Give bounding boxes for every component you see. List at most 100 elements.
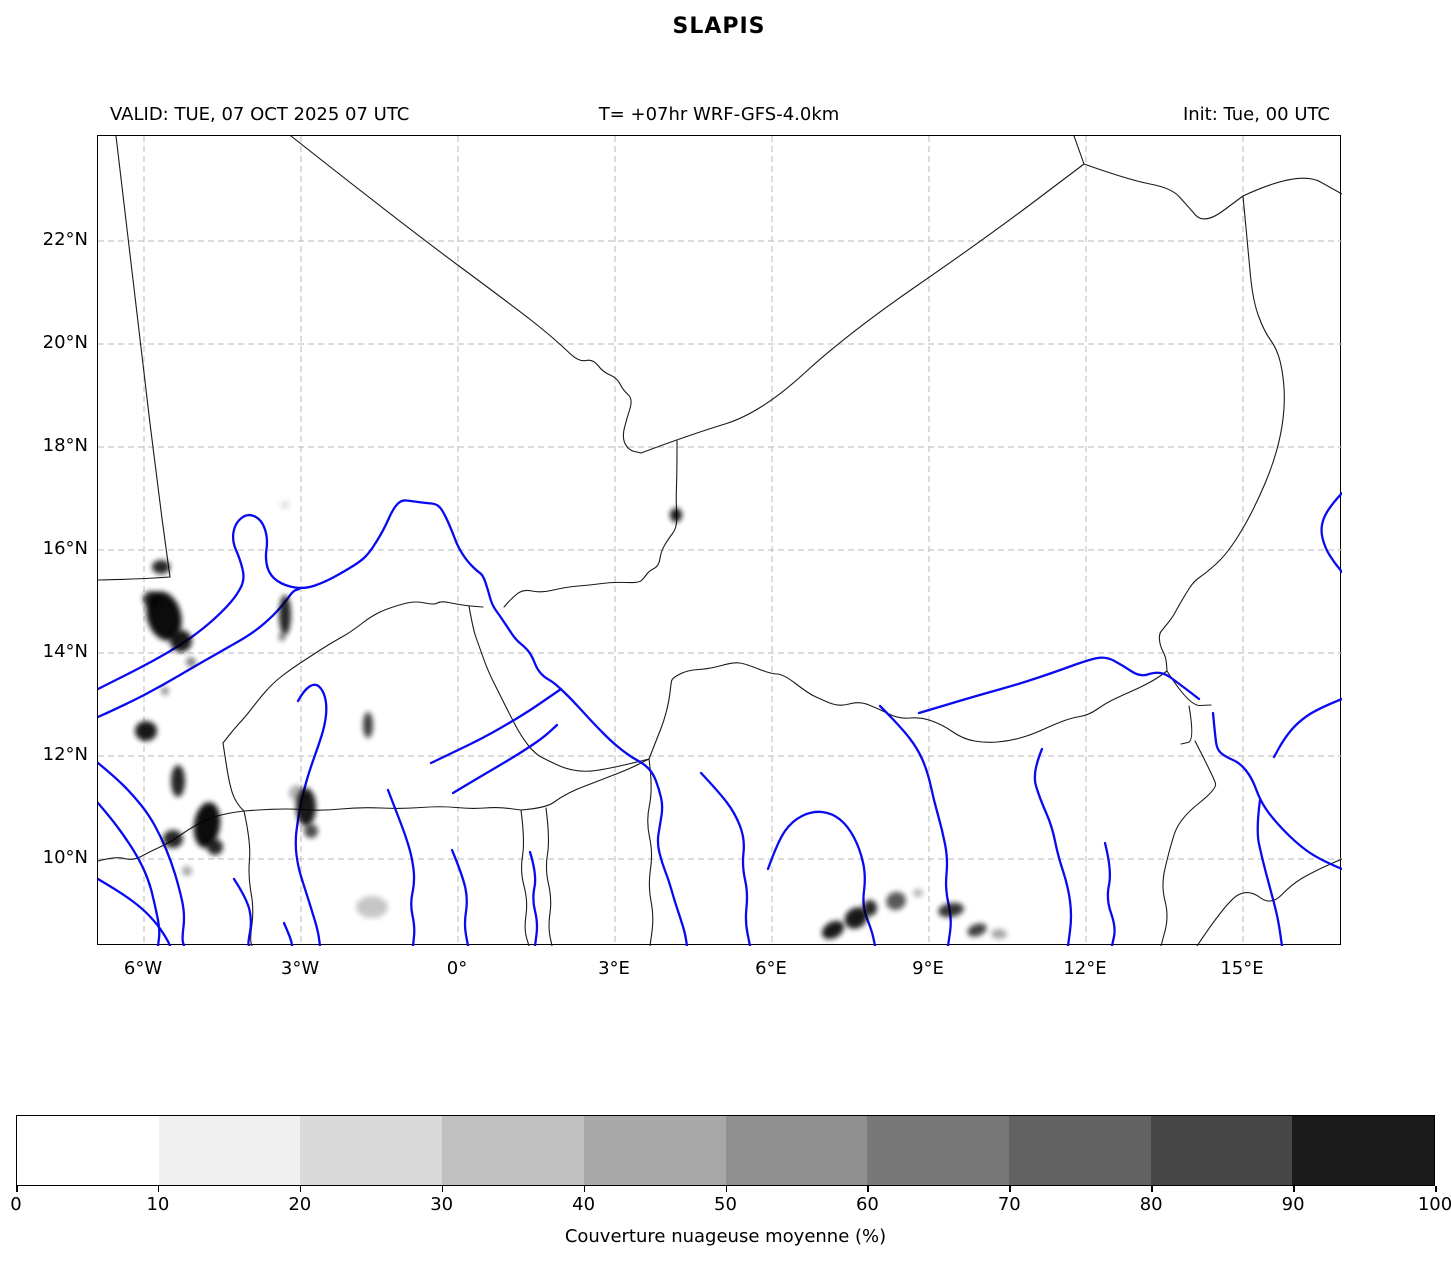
cloud-cover-blob <box>289 785 305 801</box>
cloud-cover-blob <box>304 824 318 838</box>
y-tick-label: 16°N <box>42 538 88 559</box>
map-area <box>97 135 1342 946</box>
x-tick-label: 3°E <box>598 958 630 979</box>
country-border <box>1083 163 1244 220</box>
colorbar <box>16 1115 1435 1186</box>
country-border <box>503 440 678 608</box>
country-border <box>1073 136 1085 165</box>
cloud-cover-blob <box>279 633 285 641</box>
y-tick-label: 14°N <box>42 641 88 662</box>
river <box>917 656 1201 715</box>
y-tick-label: 12°N <box>42 744 88 765</box>
cloud-cover-blob <box>967 923 987 937</box>
cloud-cover-blob <box>186 657 196 667</box>
cloud-cover-blob <box>821 920 845 940</box>
x-tick-label: 0° <box>446 958 468 979</box>
map-canvas <box>98 136 1342 946</box>
y-tick-label: 20°N <box>42 332 88 353</box>
colorbar-tick-label: 40 <box>572 1194 596 1215</box>
cloud-cover-blob <box>886 891 906 911</box>
cloud-cover-blob <box>161 687 169 695</box>
country-border <box>1196 858 1342 946</box>
country-border <box>222 742 245 812</box>
cloud-cover-blob <box>143 591 159 607</box>
river <box>1211 711 1342 871</box>
x-tick-label: 3°W <box>280 958 320 979</box>
colorbar-segment <box>17 1116 159 1185</box>
colorbar-axis-label: Couverture nuageuse moyenne (%) <box>564 1226 887 1247</box>
cloud-cover-blob <box>363 712 373 738</box>
country-border <box>648 662 1168 760</box>
x-tick-label: 6°W <box>123 958 163 979</box>
x-tick-label: 12°E <box>1063 958 1107 979</box>
colorbar-tick-label: 70 <box>997 1194 1021 1215</box>
country-border <box>520 809 530 946</box>
river <box>450 848 470 946</box>
colorbar-tickmark <box>583 1186 586 1192</box>
x-tick-label: 6°E <box>755 958 787 979</box>
cloud-cover-blob <box>279 595 291 635</box>
country-border <box>290 136 642 454</box>
y-tick-label: 22°N <box>42 229 88 250</box>
colorbar-tickmark <box>157 1186 160 1192</box>
colorbar-segment <box>1292 1116 1435 1185</box>
colorbar-tickmark <box>441 1186 444 1192</box>
country-border <box>243 806 522 812</box>
river <box>1103 841 1116 946</box>
country-border <box>1242 177 1342 197</box>
x-tick-label: 15°E <box>1220 958 1264 979</box>
country-border <box>1160 740 1217 946</box>
country-border <box>98 576 171 581</box>
x-tick-label: 9°E <box>912 958 944 979</box>
river <box>98 801 161 946</box>
cloud-cover-blob <box>670 508 682 522</box>
colorbar-segment <box>300 1116 443 1185</box>
colorbar-tick-label: 90 <box>1281 1194 1305 1215</box>
cloud-cover-blob <box>170 630 192 652</box>
cloud-cover-blob <box>135 721 157 741</box>
colorbar-tickmark <box>1151 1186 1153 1192</box>
country-border <box>468 605 650 772</box>
colorbar-segment <box>1150 1116 1293 1185</box>
cloud-cover-blob <box>863 900 877 916</box>
river <box>1033 747 1073 946</box>
colorbar-tick-label: 60 <box>855 1194 879 1215</box>
river <box>232 877 253 946</box>
colorbar-segment <box>583 1116 726 1185</box>
river <box>386 788 416 946</box>
colorbar-tickmark <box>299 1186 302 1192</box>
colorbar-tick-label: 100 <box>1417 1194 1451 1215</box>
country-border <box>1180 705 1193 745</box>
river <box>294 683 328 946</box>
river <box>1320 491 1342 574</box>
cloud-cover-blob <box>280 501 290 509</box>
forecast-model-label: T= +07hr WRF-GFS-4.0km <box>598 104 840 125</box>
colorbar-tick-label: 50 <box>714 1194 737 1215</box>
river <box>98 877 172 946</box>
country-border <box>640 163 1085 454</box>
colorbar-segment <box>725 1116 868 1185</box>
country-border <box>545 807 553 946</box>
river <box>878 704 952 946</box>
river <box>429 687 563 765</box>
cloud-cover-blob <box>844 907 868 929</box>
colorbar-tick-label: 30 <box>430 1194 454 1215</box>
init-time-label: Init: Tue, 00 UTC <box>1182 104 1330 125</box>
colorbar-tick-label: 0 <box>10 1194 22 1215</box>
cloud-cover-blob <box>207 839 223 855</box>
cloud-cover-blob <box>152 560 170 574</box>
river <box>98 499 689 946</box>
country-border <box>222 601 484 744</box>
colorbar-tickmark <box>1293 1186 1295 1192</box>
country-border <box>115 136 171 578</box>
cloud-cover-blob <box>913 889 923 897</box>
river <box>1272 697 1342 759</box>
colorbar-tick-label: 20 <box>288 1194 312 1215</box>
colorbar-tickmark <box>867 1186 869 1192</box>
cloud-cover-blob <box>193 802 221 848</box>
colorbar-tick-label: 80 <box>1139 1194 1163 1215</box>
river <box>98 761 186 946</box>
cloud-cover-blob <box>991 929 1007 939</box>
country-border <box>647 758 654 946</box>
